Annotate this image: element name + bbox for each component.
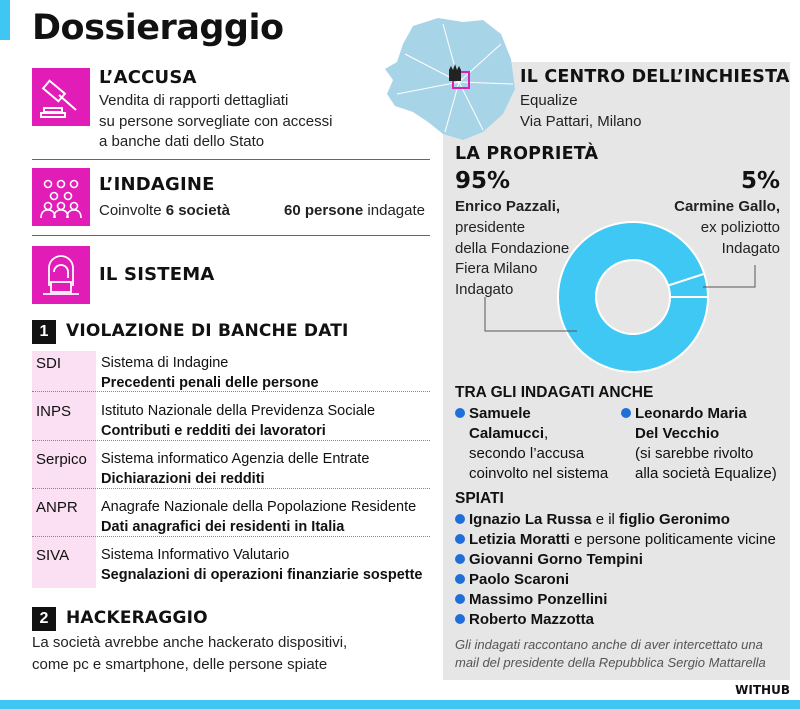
bullet-icon bbox=[455, 554, 465, 564]
spiato-item: Roberto Mazzotta bbox=[455, 610, 776, 630]
bullet-icon bbox=[455, 574, 465, 584]
indagine-societa: Coinvolte 6 società bbox=[99, 202, 230, 219]
accusa-line: su persone sorvegliate con accessi bbox=[99, 113, 333, 130]
indagine-persone: 60 persone indagate bbox=[284, 202, 425, 219]
section2-heading: HACKERAGGIO bbox=[66, 608, 208, 628]
section2-text: come pc e smartphone, delle persone spia… bbox=[32, 656, 328, 673]
accent-bar bbox=[0, 700, 800, 709]
footnote: Gli indagati raccontano anche di aver in… bbox=[455, 637, 763, 652]
section1-heading: VIOLAZIONE DI BANCHE DATI bbox=[66, 321, 349, 341]
divider bbox=[32, 159, 430, 160]
owner-name: Carmine Gallo, bbox=[674, 198, 780, 215]
table-row: Serpico Sistema informatico Agenzia delle… bbox=[36, 451, 370, 487]
section-number: 2 bbox=[32, 607, 56, 631]
ownership-donut bbox=[484, 221, 756, 373]
proprieta-heading: LA PROPRIETÀ bbox=[455, 144, 599, 164]
indagine-heading: L’INDAGINE bbox=[99, 174, 215, 195]
bullet-icon bbox=[455, 594, 465, 604]
indagato-item: Samuele Calamucci, secondo l’accusa coin… bbox=[455, 404, 608, 484]
donut-slice bbox=[666, 272, 710, 298]
bullet-icon bbox=[455, 614, 465, 624]
owner-desc: Indagato bbox=[721, 240, 780, 257]
spiato-item: Giovanni Gorno Tempini bbox=[455, 550, 776, 570]
row-divider bbox=[32, 391, 430, 392]
centro-heading: IL CENTRO DELL’INCHIESTA bbox=[520, 67, 790, 87]
indagato-item: Leonardo Maria Del Vecchio (si sarebbe r… bbox=[621, 404, 777, 484]
bullet-icon bbox=[621, 408, 631, 418]
code-column bbox=[32, 351, 96, 588]
milan-map-icon bbox=[385, 18, 515, 140]
owner-percent: 95% bbox=[455, 168, 511, 194]
spiati-heading: SPIATI bbox=[455, 490, 504, 507]
row-divider bbox=[32, 488, 430, 489]
bullet-icon bbox=[455, 408, 465, 418]
bullet-icon bbox=[455, 534, 465, 544]
accent-bar bbox=[0, 0, 10, 40]
accusa-heading: L’ACCUSA bbox=[99, 67, 197, 88]
donut-slice bbox=[557, 221, 710, 373]
table-row: ANPR Anagrafe Nazionale della Popolazione… bbox=[36, 499, 417, 535]
accusa-line: Vendita di rapporti dettagliati bbox=[99, 92, 289, 109]
owner-desc: Indagato bbox=[455, 281, 514, 298]
section2-text: La società avrebbe anche hackerato dispo… bbox=[32, 634, 348, 651]
sistema-heading: IL SISTEMA bbox=[99, 264, 215, 285]
spiati-list: Ignazio La Russa e il figlio Geronimo Le… bbox=[455, 510, 776, 630]
table-row: SIVA Sistema Informativo Valutario Segnala… bbox=[36, 547, 423, 583]
spiato-item: Letizia Moratti e persone politicamente … bbox=[455, 530, 776, 550]
spiato-item: Ignazio La Russa e il figlio Geronimo bbox=[455, 510, 776, 530]
spiato-item: Massimo Ponzellini bbox=[455, 590, 776, 610]
centro-line: Equalize bbox=[520, 92, 578, 109]
owner-desc: presidente bbox=[455, 219, 526, 236]
owner-percent: 5% bbox=[740, 168, 780, 194]
accusa-line: a banche dati dello Stato bbox=[99, 133, 265, 150]
owner-desc: ex poliziotto bbox=[700, 219, 780, 236]
leader-line bbox=[703, 265, 756, 288]
leader-line bbox=[484, 297, 577, 332]
table-row: INPS Istituto Nazionale della Previdenza … bbox=[36, 403, 376, 439]
page-title: Dossieraggio bbox=[32, 8, 284, 48]
centro-line: Via Pattari, Milano bbox=[520, 113, 642, 130]
indagati-heading: TRA GLI INDAGATI ANCHE bbox=[455, 384, 654, 401]
gavel-icon bbox=[32, 68, 90, 126]
hacker-icon bbox=[32, 246, 90, 304]
spiato-item: Paolo Scaroni bbox=[455, 570, 776, 590]
owner-desc: Fiera Milano bbox=[455, 260, 538, 277]
people-group-icon bbox=[32, 168, 90, 226]
row-divider bbox=[32, 536, 430, 537]
credit-logo: WITHUB bbox=[735, 683, 790, 697]
footnote: mail del presidente della Repubblica Ser… bbox=[455, 655, 766, 670]
row-divider bbox=[32, 440, 430, 441]
section-number: 1 bbox=[32, 320, 56, 344]
table-row: SDI Sistema di Indagine Precedenti penali … bbox=[36, 355, 319, 391]
owner-desc: della Fondazione bbox=[455, 240, 570, 257]
bullet-icon bbox=[455, 514, 465, 524]
owner-name: Enrico Pazzali, bbox=[455, 198, 561, 215]
divider bbox=[32, 235, 430, 236]
